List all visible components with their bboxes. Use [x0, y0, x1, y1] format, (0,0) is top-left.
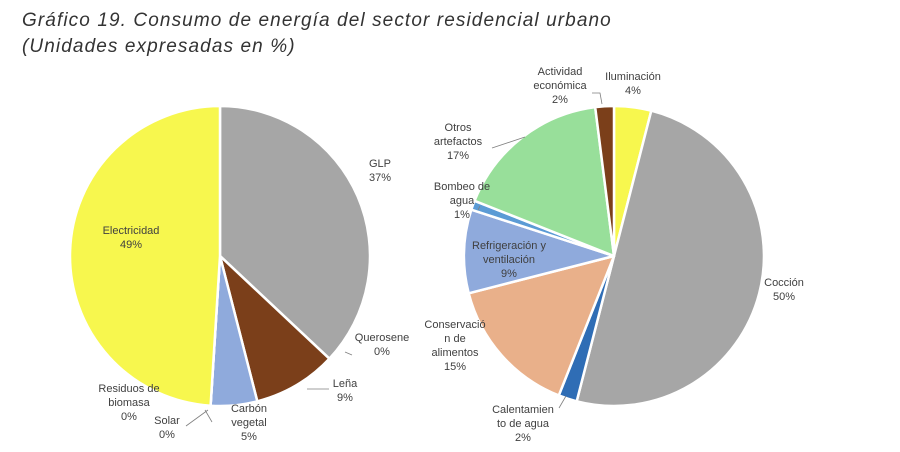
data-label-line: 50%	[773, 291, 795, 303]
data-label-carbon-vegetal: Carbón vegetal 5%	[231, 403, 267, 443]
data-label-lena: Leña 9%	[333, 378, 358, 404]
pie-slice-lena	[218, 254, 331, 403]
data-label-line: 0%	[121, 411, 137, 423]
data-label-line: 17%	[447, 150, 469, 162]
leader-line-calentamiento-de-agua	[558, 395, 567, 409]
data-label-line: 1%	[454, 209, 470, 221]
data-label-line: 49%	[120, 239, 142, 251]
data-label-line: 0%	[374, 346, 390, 358]
pie-slice-glp	[218, 104, 372, 360]
data-label-line: vegetal	[231, 417, 266, 429]
data-label-glp: GLP 37%	[369, 158, 391, 184]
data-label-line: 2%	[515, 432, 531, 444]
chart-title: Gráfico 19. Consumo de energía del secto…	[22, 10, 612, 31]
chart-subtitle: (Unidades expresadas en %)	[22, 36, 296, 57]
data-label-line: Carbón	[231, 403, 267, 415]
data-label-line: to de agua	[497, 418, 550, 430]
data-label-line: Otros	[445, 122, 472, 134]
data-label-line: Solar	[154, 415, 180, 427]
data-label-line: alimentos	[431, 347, 479, 359]
data-label-line: Iluminación	[605, 71, 661, 83]
data-label-actividad-economica: Actividad económica 2%	[533, 66, 587, 106]
data-label-line: 37%	[369, 172, 391, 184]
data-label-line: Actividad	[538, 66, 583, 78]
data-label-electricidad: Electricidad 49%	[103, 225, 160, 251]
pie-slice-electricidad	[68, 104, 222, 407]
leader-line-carbon-vegetal	[204, 409, 213, 423]
data-label-line: Cocción	[764, 277, 804, 289]
data-label-calentamiento-de-agua: Calentamien to de agua 2%	[492, 404, 554, 444]
data-label-line: Querosene	[355, 332, 409, 344]
data-label-line: Conservació	[424, 319, 485, 331]
data-label-line: GLP	[369, 158, 391, 170]
pie-slice-otros-artefactos	[473, 105, 616, 258]
data-label-line: Electricidad	[103, 225, 160, 237]
data-label-line: Residuos de	[98, 383, 159, 395]
data-label-iluminacion: Iluminación 4%	[605, 71, 661, 97]
pie-slice-conservacion-de-alimentos	[467, 254, 616, 397]
data-label-line: ventilación	[483, 254, 535, 266]
data-label-residuos-de-biomasa: Residuos de biomasa 0%	[98, 383, 159, 423]
pie-chart-residential-energy-uses: Iluminación 4% Cocción 50% Calentamien to de …	[424, 66, 803, 444]
data-label-line: biomasa	[108, 397, 150, 409]
data-label-line: 0%	[159, 429, 175, 441]
data-label-solar: Solar 0%	[154, 415, 180, 441]
data-label-line: 15%	[444, 361, 466, 373]
data-label-line: Leña	[333, 378, 358, 390]
data-label-conservacion-de-alimentos: Conservació n de alimentos 15%	[424, 319, 485, 373]
leader-line-querosene	[344, 351, 353, 356]
data-label-line: Bombeo de	[434, 181, 490, 193]
data-label-bombeo-de-agua: Bombeo de agua 1%	[434, 181, 490, 221]
data-label-line: 9%	[501, 268, 517, 280]
data-label-line: Refrigeración y	[472, 240, 546, 252]
data-label-querosene: Querosene 0%	[355, 332, 409, 358]
leader-line-solar	[185, 409, 209, 427]
data-label-line: económica	[533, 80, 587, 92]
pie-slice-actividad-economica	[593, 104, 616, 258]
leader-line-otros-artefactos	[491, 136, 526, 149]
data-label-line: 2%	[552, 94, 568, 106]
data-label-line: n de	[444, 333, 465, 345]
data-label-coccion: Cocción 50%	[764, 277, 804, 303]
leader-line-bombeo-de-agua	[477, 205, 481, 211]
data-label-line: agua	[450, 195, 475, 207]
data-label-otros-artefactos: Otros artefactos 17%	[434, 122, 483, 162]
leader-line-actividad-economica	[592, 92, 603, 105]
data-label-line: artefactos	[434, 136, 483, 148]
data-label-refrigeracion-y-ventilacion: Refrigeración y ventilación 9%	[472, 240, 546, 280]
data-label-line: Calentamien	[492, 404, 554, 416]
pie-slice-coccion	[575, 109, 765, 408]
data-label-line: 5%	[241, 431, 257, 443]
data-label-line: 9%	[337, 392, 353, 404]
pie-slice-refrigeracion-y-ventilacion	[462, 208, 616, 295]
data-label-line: 4%	[625, 85, 641, 97]
pie-chart-residential-energy-sources: GLP 37% Querosene 0% Leña 9% Carbón vegetal 5% So…	[68, 104, 409, 443]
